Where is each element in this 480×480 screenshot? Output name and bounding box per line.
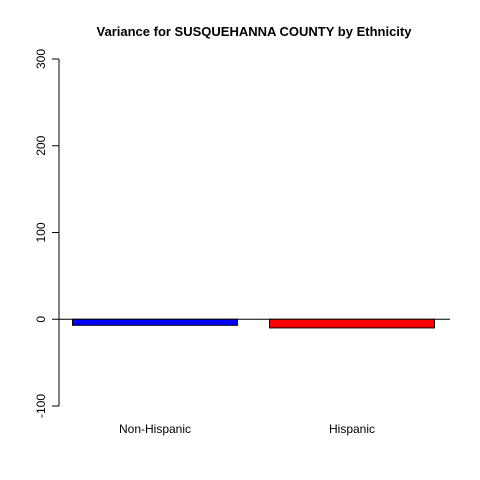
x-tick-label: Hispanic	[329, 422, 375, 436]
bars	[72, 318, 435, 329]
y-tick-label: 300	[34, 49, 48, 69]
y-tick-label: 200	[34, 135, 48, 155]
y-tick-label: 100	[34, 222, 48, 242]
x-axis-labels: Non-Hispanic Hispanic	[119, 422, 375, 436]
y-axis: -100 0 100 200 300	[34, 49, 450, 418]
y-tick-label: -100	[34, 394, 48, 418]
chart-title: Variance for SUSQUEHANNA COUNTY by Ethni…	[97, 24, 413, 39]
y-tick-label: 0	[34, 316, 48, 323]
bar-hispanic	[269, 318, 435, 329]
x-tick-label: Non-Hispanic	[119, 422, 191, 436]
bar-non-hispanic	[72, 318, 238, 326]
